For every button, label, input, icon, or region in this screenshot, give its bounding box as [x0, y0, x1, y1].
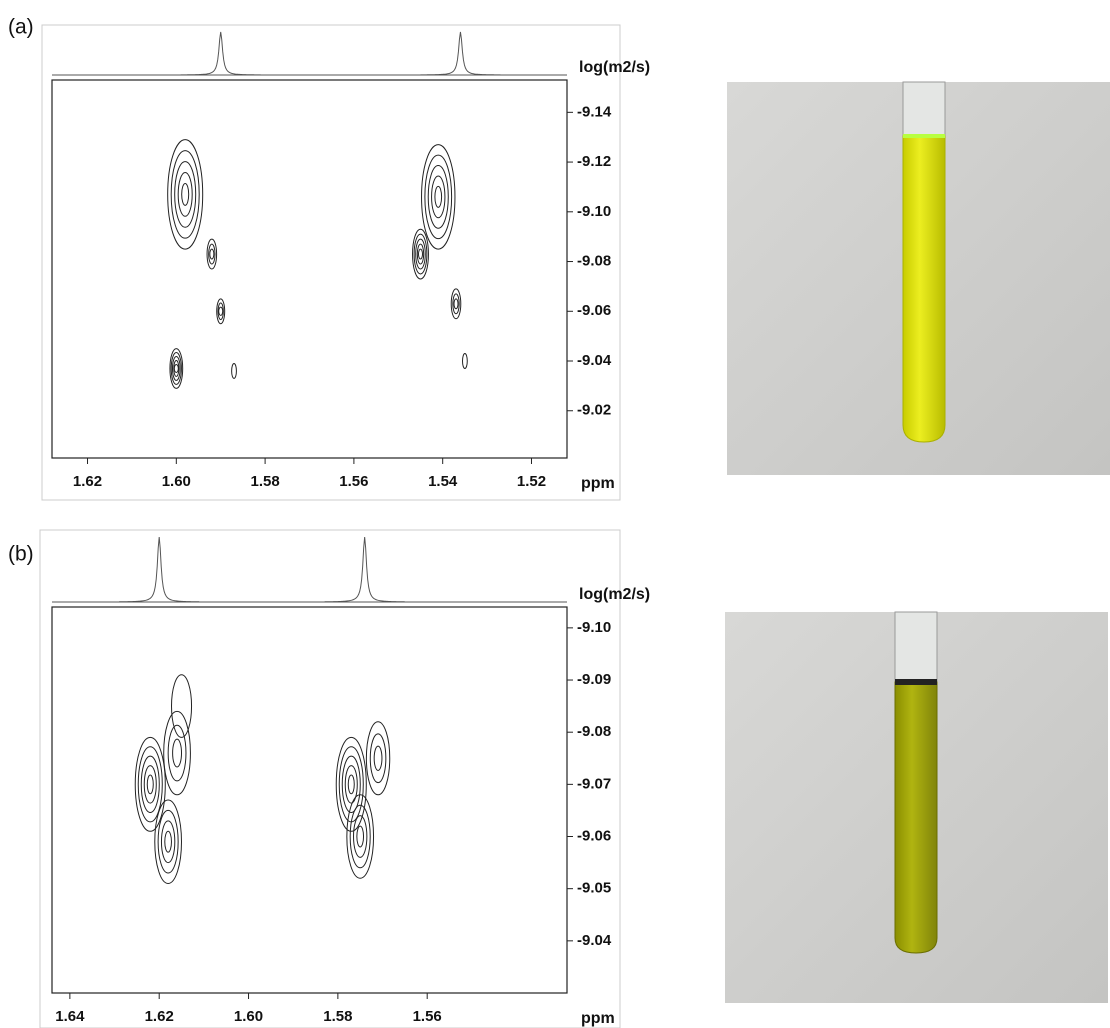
y-tick-label: -9.08: [577, 253, 611, 270]
x-tick-label: 1.62: [145, 1008, 174, 1025]
panel-frame: [39, 529, 621, 1028]
contour: [413, 233, 428, 275]
projection-peak: [180, 31, 261, 76]
contour: [134, 736, 166, 832]
contour: [140, 755, 160, 814]
contour: [208, 243, 216, 265]
contour: [206, 238, 218, 270]
contour: [172, 738, 183, 768]
y-tick-label: -9.08: [577, 723, 611, 740]
x-tick-label: 1.52: [517, 473, 546, 490]
y-tick-label: -9.06: [577, 302, 611, 319]
photo-a: [727, 81, 1110, 475]
contour: [347, 774, 355, 795]
contour: [177, 172, 193, 217]
y-tick-label: -9.04: [577, 932, 612, 949]
contour: [353, 815, 368, 858]
contour: [415, 238, 426, 270]
x-tick-label: 1.62: [73, 473, 102, 490]
contour: [417, 248, 423, 260]
contour: [373, 745, 383, 771]
contour: [450, 288, 462, 320]
contour: [154, 799, 182, 884]
projection-peak: [324, 536, 405, 603]
panel-label: (b): [8, 543, 34, 566]
contour: [462, 353, 468, 369]
y-tick-label: -9.14: [577, 103, 612, 120]
contour: [167, 139, 204, 250]
x-tick-label: 1.58: [323, 1008, 352, 1025]
y-tick-label: -9.10: [577, 619, 611, 636]
contour: [452, 293, 460, 315]
y-tick-label: -9.06: [577, 827, 611, 844]
contour: [412, 228, 429, 280]
contour: [143, 765, 157, 804]
contour: [137, 746, 163, 823]
contour: [216, 298, 226, 325]
contour: [173, 363, 179, 373]
y-axis-label: log(m2/s): [579, 59, 650, 76]
contour: [157, 809, 179, 874]
contour: [146, 774, 154, 795]
x-tick-label: 1.60: [234, 1008, 263, 1025]
y-tick-label: -9.07: [577, 775, 611, 792]
contour: [167, 724, 187, 782]
contour: [416, 243, 425, 265]
contour: [427, 165, 449, 229]
contour: [181, 182, 190, 206]
contour: [170, 352, 182, 385]
contour: [173, 360, 180, 377]
contour: [170, 150, 200, 239]
contour: [209, 248, 215, 260]
y-tick-label: -9.09: [577, 671, 611, 688]
contour: [369, 733, 387, 784]
y-tick-label: -9.04: [577, 352, 612, 369]
contour: [163, 710, 191, 796]
contour: [164, 830, 172, 853]
contour: [424, 154, 453, 240]
x-tick-label: 1.56: [413, 1008, 442, 1025]
y-tick-label: -9.12: [577, 153, 611, 170]
x-tick-label: 1.58: [251, 473, 280, 490]
contour: [344, 765, 358, 804]
x-axis-label: ppm: [581, 475, 615, 492]
y-tick-label: -9.05: [577, 880, 611, 897]
contour: [356, 825, 365, 848]
contour: [169, 348, 184, 389]
contour: [171, 356, 181, 381]
contour: [218, 306, 224, 316]
contour: [171, 674, 193, 738]
contour: [453, 298, 459, 310]
contour: [365, 721, 391, 796]
contour: [431, 175, 446, 219]
contour: [341, 755, 361, 814]
x-tick-label: 1.54: [428, 473, 458, 490]
panel-label: (a): [8, 16, 34, 39]
contour: [217, 302, 224, 321]
contour: [160, 820, 176, 864]
x-axis-label: ppm: [581, 1010, 615, 1027]
photo-b: [725, 611, 1108, 1003]
contour: [335, 736, 367, 832]
contour: [421, 144, 456, 250]
y-axis-label: log(m2/s): [579, 586, 650, 603]
x-tick-label: 1.64: [55, 1008, 85, 1025]
plot-area: [51, 79, 568, 459]
contour: [174, 161, 197, 228]
panel-frame: [41, 24, 621, 501]
contour: [349, 804, 371, 869]
contour: [346, 794, 375, 879]
contour: [231, 363, 237, 379]
plot-area: [51, 606, 568, 994]
y-tick-label: -9.10: [577, 203, 611, 220]
x-tick-label: 1.56: [339, 473, 368, 490]
y-tick-label: -9.02: [577, 402, 611, 419]
x-tick-label: 1.60: [162, 473, 191, 490]
projection-peak: [119, 536, 200, 603]
contour: [434, 185, 443, 208]
projection-peak: [420, 31, 501, 76]
